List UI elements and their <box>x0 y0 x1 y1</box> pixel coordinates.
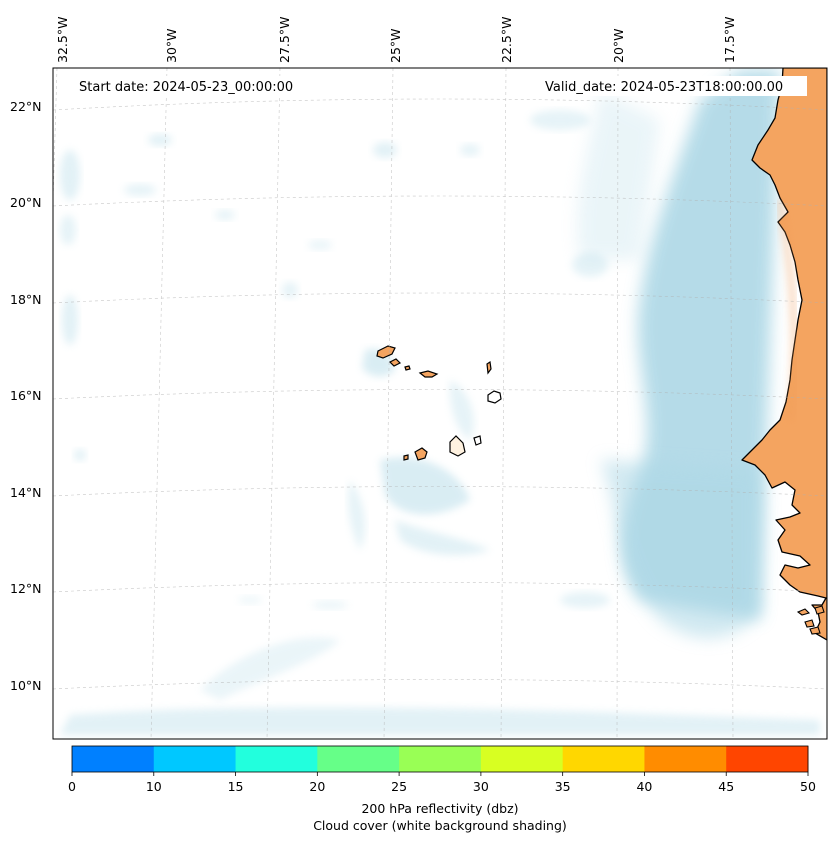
lon-label: 32.5°W <box>55 17 70 63</box>
colorbar-segment <box>153 746 237 772</box>
colorbar-tick-label: 45 <box>718 779 734 794</box>
lon-label: 30°W <box>164 28 179 63</box>
colorbar-segment <box>317 746 400 772</box>
start-date-label: Start date: 2024-05-23_00:00:00 <box>79 80 293 95</box>
lat-label: 18°N <box>10 292 42 307</box>
colorbar-tick-label: 50 <box>800 779 816 794</box>
colorbar-segment <box>480 746 564 772</box>
colorbar-ticks: 0 10 15 20 25 30 35 40 45 50 <box>68 772 816 794</box>
colorbar-segment <box>644 746 727 772</box>
lon-label: 20°W <box>611 28 626 63</box>
colorbar-segment <box>72 746 155 772</box>
lat-label: 12°N <box>10 581 42 596</box>
cape-verde-islands <box>376 345 502 461</box>
longitude-labels: 32.5°W 30°W 27.5°W 25°W 22.5°W 20°W 17.5… <box>55 17 737 63</box>
colorbar-border <box>71 745 809 773</box>
colorbar-subtitle: Cloud cover (white background shading) <box>313 818 567 833</box>
colorbar: 0 10 15 20 25 30 35 40 45 50 200 hPa reflectivity… <box>68 745 816 833</box>
colorbar-tick-label: 35 <box>555 779 571 794</box>
lon-label: 27.5°W <box>277 17 292 63</box>
africa-mainland <box>741 68 827 641</box>
lat-label: 14°N <box>10 485 42 500</box>
colorbar-tick-label: 25 <box>391 779 407 794</box>
lon-label: 22.5°W <box>499 17 514 63</box>
colorbar-segment <box>562 746 645 772</box>
colorbar-tick-label: 40 <box>636 779 652 794</box>
colorbar-tick-label: 15 <box>228 779 244 794</box>
colorbar-tick-label: 10 <box>146 779 162 794</box>
start-date-box: Start date: 2024-05-23_00:00:00 <box>72 76 312 96</box>
colorbar-segment <box>726 746 809 772</box>
colorbar-segment <box>235 746 318 772</box>
colorbar-segments <box>72 746 809 772</box>
colorbar-tick-label: 30 <box>473 779 489 794</box>
lon-label: 17.5°W <box>722 17 737 63</box>
map-frame <box>52 67 828 740</box>
valid-date-label: Valid_date: 2024-05-23T18:00:00.00 <box>545 80 783 95</box>
colorbar-segment <box>399 746 482 772</box>
latitude-labels: 22°N 20°N 18°N 16°N 14°N 12°N 10°N <box>10 99 42 693</box>
coastal-islands <box>796 605 825 635</box>
lat-label: 22°N <box>10 99 42 114</box>
lat-label: 16°N <box>10 388 42 403</box>
colorbar-title: 200 hPa reflectivity (dbz) <box>361 801 518 816</box>
colorbar-tick-label: 0 <box>68 779 76 794</box>
lon-label: 25°W <box>388 28 403 63</box>
lat-label: 10°N <box>10 678 42 693</box>
lat-label: 20°N <box>10 195 42 210</box>
colorbar-tick-label: 20 <box>309 779 325 794</box>
valid-date-box: Valid_date: 2024-05-23T18:00:00.00 <box>540 76 807 96</box>
graticule <box>53 68 827 739</box>
